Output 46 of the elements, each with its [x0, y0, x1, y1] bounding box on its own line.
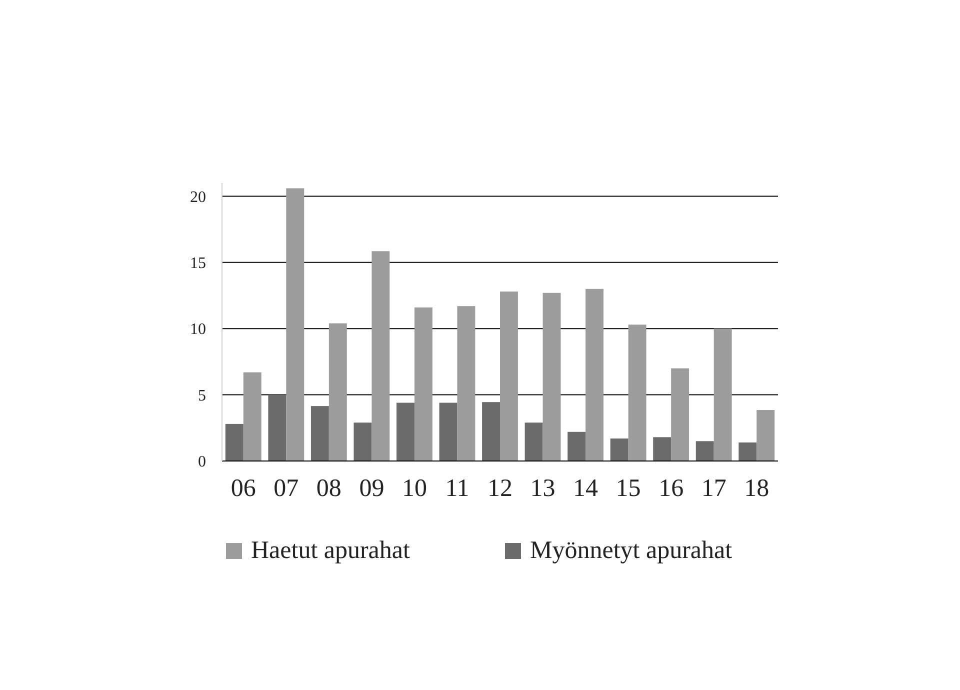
bar — [586, 288, 604, 461]
bar — [500, 292, 518, 461]
bar — [439, 402, 458, 461]
x-tick-label: 13 — [530, 475, 556, 502]
bar — [225, 424, 244, 461]
y-tick-label: 20 — [190, 188, 206, 206]
y-tick-label: 10 — [190, 321, 206, 338]
bar — [653, 437, 672, 461]
bar — [372, 251, 390, 461]
x-tick-label: 10 — [402, 475, 427, 502]
bar — [310, 406, 329, 461]
bar — [328, 323, 347, 461]
bar — [738, 442, 757, 461]
y-tick-label: 0 — [198, 454, 206, 471]
bar — [696, 441, 714, 461]
bar — [756, 410, 775, 461]
bar — [568, 432, 586, 461]
bar — [671, 368, 690, 461]
bar — [610, 438, 628, 461]
y-tick-label: 5 — [198, 387, 206, 404]
x-tick-label: 16 — [658, 475, 684, 502]
bar — [457, 306, 476, 461]
bar — [396, 402, 414, 461]
legend-label: Haetut apurahat — [251, 537, 410, 564]
legend-label: Myönnetyt apurahat — [530, 537, 732, 564]
x-tick-label: 12 — [488, 475, 512, 502]
x-tick-label: 11 — [445, 475, 470, 502]
bar — [354, 422, 372, 461]
x-tick-label: 18 — [744, 475, 770, 502]
bar — [714, 328, 732, 461]
bar — [243, 372, 262, 461]
x-tick-label: 09 — [359, 475, 384, 502]
x-tick-label: 08 — [316, 475, 342, 502]
bar — [542, 292, 561, 461]
bar — [628, 324, 646, 461]
x-tick-label: 06 — [230, 475, 256, 502]
bar — [524, 422, 543, 461]
x-tick-label: 07 — [274, 475, 299, 502]
bar — [268, 394, 286, 461]
x-tick-label: 14 — [573, 475, 599, 502]
x-tick-label: 15 — [616, 475, 641, 502]
y-tick-label: 15 — [190, 255, 206, 272]
bar — [286, 188, 304, 461]
bar — [414, 307, 432, 461]
x-tick-label: 17 — [701, 475, 726, 502]
bar — [482, 402, 500, 461]
